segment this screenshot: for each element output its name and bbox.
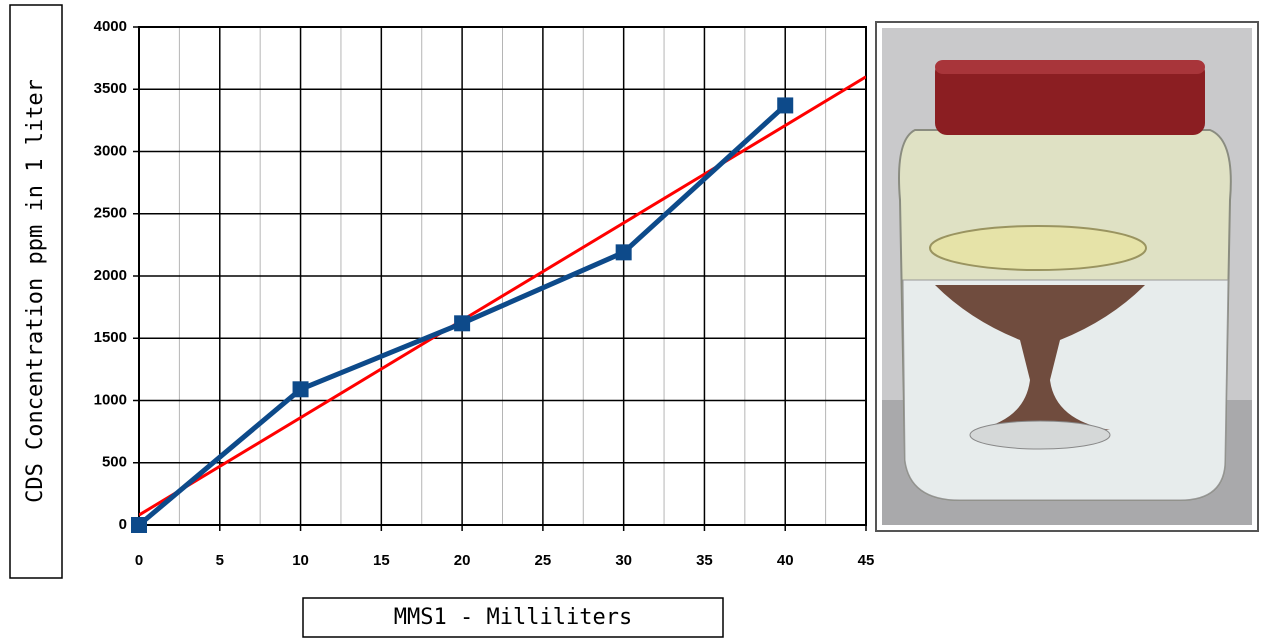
- lid: [935, 60, 1205, 135]
- series-line: [139, 75, 866, 517]
- x-tick-label: 40: [777, 552, 794, 569]
- x-tick-label: 35: [696, 552, 713, 569]
- y-label-box: [9, 4, 63, 579]
- y-tick-label: 1500: [94, 329, 127, 346]
- x-axis-label: MMS1 - Milliliters: [394, 605, 632, 630]
- y-tick-label: 3500: [94, 80, 127, 97]
- y-tick-label: 2000: [94, 267, 127, 284]
- y-tick-label: 500: [102, 454, 127, 471]
- marker: [777, 97, 794, 114]
- water: [902, 279, 1229, 501]
- y-tick-label: 2500: [94, 205, 127, 222]
- x-tick-label: 25: [535, 552, 552, 569]
- x-tick-label: 45: [858, 552, 875, 569]
- glass-foot: [969, 420, 1111, 450]
- y-tick-label: 4000: [94, 18, 127, 35]
- x-label-box: [302, 597, 724, 638]
- marker: [131, 517, 147, 533]
- marker: [454, 315, 471, 332]
- x-tick-label: 5: [216, 552, 224, 569]
- plot-border: [138, 26, 867, 526]
- x-tick-label: 30: [615, 552, 632, 569]
- marker: [292, 381, 309, 398]
- dish-rim: [929, 225, 1147, 271]
- y-axis-label: CDS Concentration ppm in 1 liter: [23, 79, 48, 503]
- x-tick-label: 20: [454, 552, 471, 569]
- x-tick-label: 0: [135, 552, 143, 569]
- y-tick-label: 0: [119, 516, 127, 533]
- lid-top: [935, 60, 1205, 74]
- y-tick-label: 1000: [94, 391, 127, 408]
- x-tick-label: 10: [292, 552, 309, 569]
- photo: [875, 21, 1259, 532]
- marker: [615, 244, 632, 261]
- x-tick-label: 15: [373, 552, 390, 569]
- glass: [935, 285, 1145, 430]
- y-tick-label: 3000: [94, 142, 127, 159]
